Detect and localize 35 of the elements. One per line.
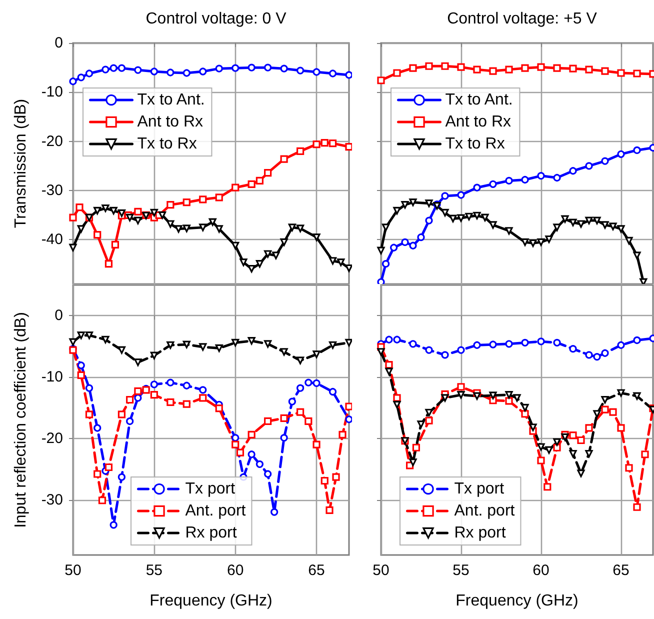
legend-label: Ant. port <box>454 502 516 520</box>
legend-label: Rx port <box>185 524 238 542</box>
x-tick-label: 50 <box>372 562 390 579</box>
x-tick-label: 55 <box>452 562 470 579</box>
legend-label: Tx port <box>454 480 505 498</box>
legend-label: Tx to Rx <box>137 136 197 152</box>
x-axis-title: Frequency (GHz) <box>456 592 578 610</box>
y-tick-label: -10 <box>41 84 63 101</box>
x-tick-label: 65 <box>308 562 325 579</box>
x-tick-label: 55 <box>146 562 163 579</box>
y-tick-label: 0 <box>54 307 63 324</box>
legend-label: Tx to Ant. <box>137 92 205 108</box>
y-tick-label: -40 <box>41 231 63 248</box>
y-axis-title: Transmission (dB) <box>12 98 30 228</box>
y-tick-label: -20 <box>41 430 63 447</box>
legend-label: Tx to Ant. <box>445 92 513 108</box>
chart-title: Control voltage: 0 V <box>146 10 287 28</box>
x-tick-label: 60 <box>532 562 550 579</box>
y-tick-label: -30 <box>41 182 63 200</box>
y-axis-title: Input reflection coefficient (dB) <box>12 312 30 528</box>
x-axis-title: Frequency (GHz) <box>150 592 272 610</box>
y-tick-label: 0 <box>54 34 63 52</box>
y-tick-label: -10 <box>41 368 63 386</box>
x-tick-label: 65 <box>612 562 630 579</box>
x-tick-label: 60 <box>227 562 244 579</box>
legend-label: Ant to Rx <box>445 114 512 130</box>
chart-title: Control voltage: +5 V <box>447 10 598 28</box>
legend-label: Tx port <box>185 480 236 498</box>
legend-label: Ant. port <box>185 502 246 520</box>
x-tick-label: 50 <box>64 562 82 579</box>
legend-label: Ant to Rx <box>137 114 204 130</box>
legend-label: Rx port <box>454 524 506 542</box>
legend-label: Tx to Rx <box>445 136 505 152</box>
y-tick-label: -20 <box>41 132 63 150</box>
y-tick-label: -30 <box>41 491 63 508</box>
